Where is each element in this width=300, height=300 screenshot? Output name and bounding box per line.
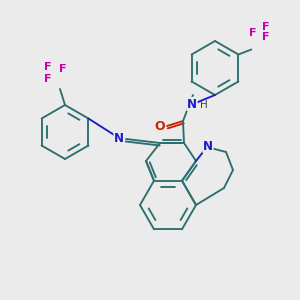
Text: F: F xyxy=(59,64,67,74)
Text: F: F xyxy=(44,74,52,84)
Text: F: F xyxy=(262,32,269,43)
Text: F: F xyxy=(262,22,269,32)
Text: F: F xyxy=(249,28,256,38)
Text: H: H xyxy=(200,100,208,110)
Text: N: N xyxy=(114,131,124,145)
Text: N: N xyxy=(203,140,213,152)
Text: F: F xyxy=(44,62,52,72)
Text: O: O xyxy=(155,119,165,133)
Text: N: N xyxy=(187,98,197,110)
